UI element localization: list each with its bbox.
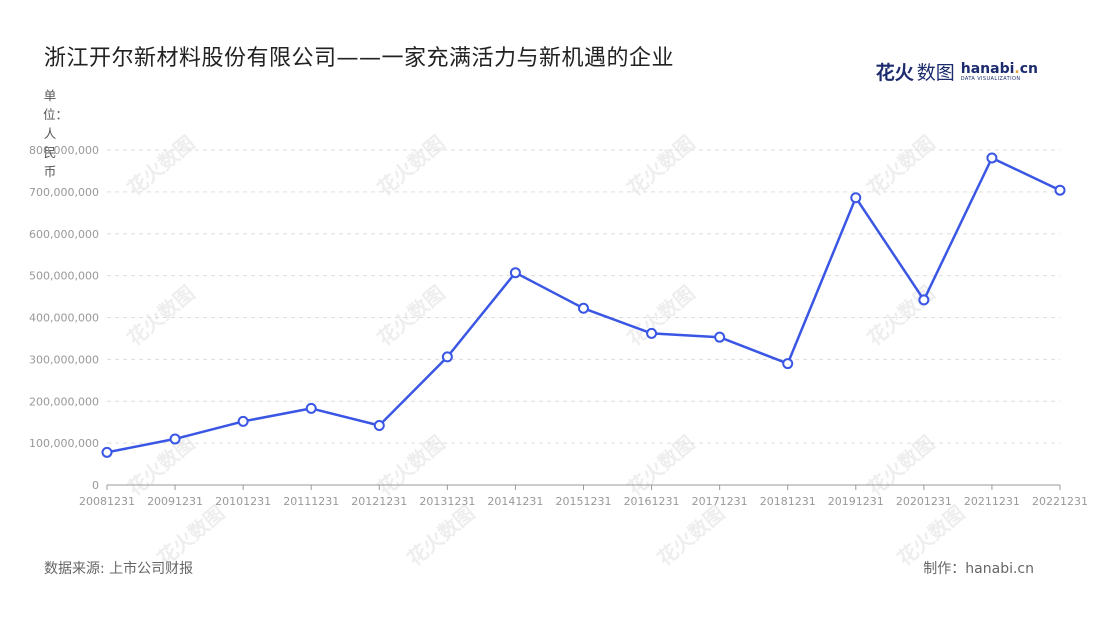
x-tick-label: 20161231 (624, 495, 680, 508)
x-tick-label: 20191231 (828, 495, 884, 508)
data-point (646, 327, 658, 339)
credit: 制作：hanabi.cn (923, 561, 1034, 577)
logo-cn-bold: 花火 (875, 62, 914, 84)
y-tick-label: 600,000,000 (29, 228, 99, 241)
logo-en-sub: DATA VISUALIZATION (960, 75, 1021, 82)
y-tick-label: 200,000,000 (29, 395, 99, 408)
x-tick-label: 20091231 (147, 495, 203, 508)
y-tick-label: 800,000,000 (29, 144, 99, 157)
x-tick-label: 20181231 (760, 495, 816, 508)
data-point (169, 433, 181, 445)
y-tick-label: 400,000,000 (29, 312, 99, 325)
x-tick-label: 20081231 (79, 495, 135, 508)
data-point (237, 415, 249, 427)
data-source: 数据来源: 上市公司财报 (44, 561, 194, 577)
x-tick-label: 20131231 (419, 495, 475, 508)
data-point (986, 152, 998, 164)
chart-title: 浙江开尔新材料股份有限公司——一家充满活力与新机遇的企业 (44, 46, 675, 71)
x-tick-label: 20171231 (692, 495, 748, 508)
y-tick-label: 300,000,000 (29, 353, 99, 366)
x-tick-label: 20221231 (1032, 495, 1088, 508)
logo-en-tail: cn (1019, 60, 1038, 77)
x-tick-label: 20151231 (556, 495, 612, 508)
y-tick-label: 700,000,000 (29, 186, 99, 199)
data-point (782, 358, 794, 370)
data-point (918, 294, 930, 306)
y-tick-label: 100,000,000 (29, 437, 99, 450)
x-tick-label: 20101231 (215, 495, 271, 508)
x-tick-label: 20211231 (964, 495, 1020, 508)
data-point (509, 267, 521, 279)
data-point (305, 402, 317, 414)
x-tick-label: 20121231 (351, 495, 407, 508)
data-point (850, 192, 862, 204)
y-tick-label: 500,000,000 (29, 270, 99, 283)
data-point (101, 446, 113, 458)
logo-en-accent: . (1014, 60, 1020, 77)
x-tick-label: 20111231 (283, 495, 339, 508)
x-tick-label: 20201231 (896, 495, 952, 508)
data-point (441, 351, 453, 363)
x-tick-label: 20141231 (487, 495, 543, 508)
brand-logo: 花火 数图 hanabi.cn DATA VISUALIZATION (876, 58, 1038, 85)
data-point (373, 420, 385, 432)
logo-en: hanabi.cn DATA VISUALIZATION (961, 62, 1038, 82)
data-point (578, 302, 589, 314)
logo-en-main: hanabi (960, 60, 1015, 77)
data-point (1054, 184, 1066, 196)
logo-cn-light: 数图 (916, 62, 955, 84)
y-tick-label: 0 (92, 479, 99, 492)
data-point (714, 331, 726, 343)
